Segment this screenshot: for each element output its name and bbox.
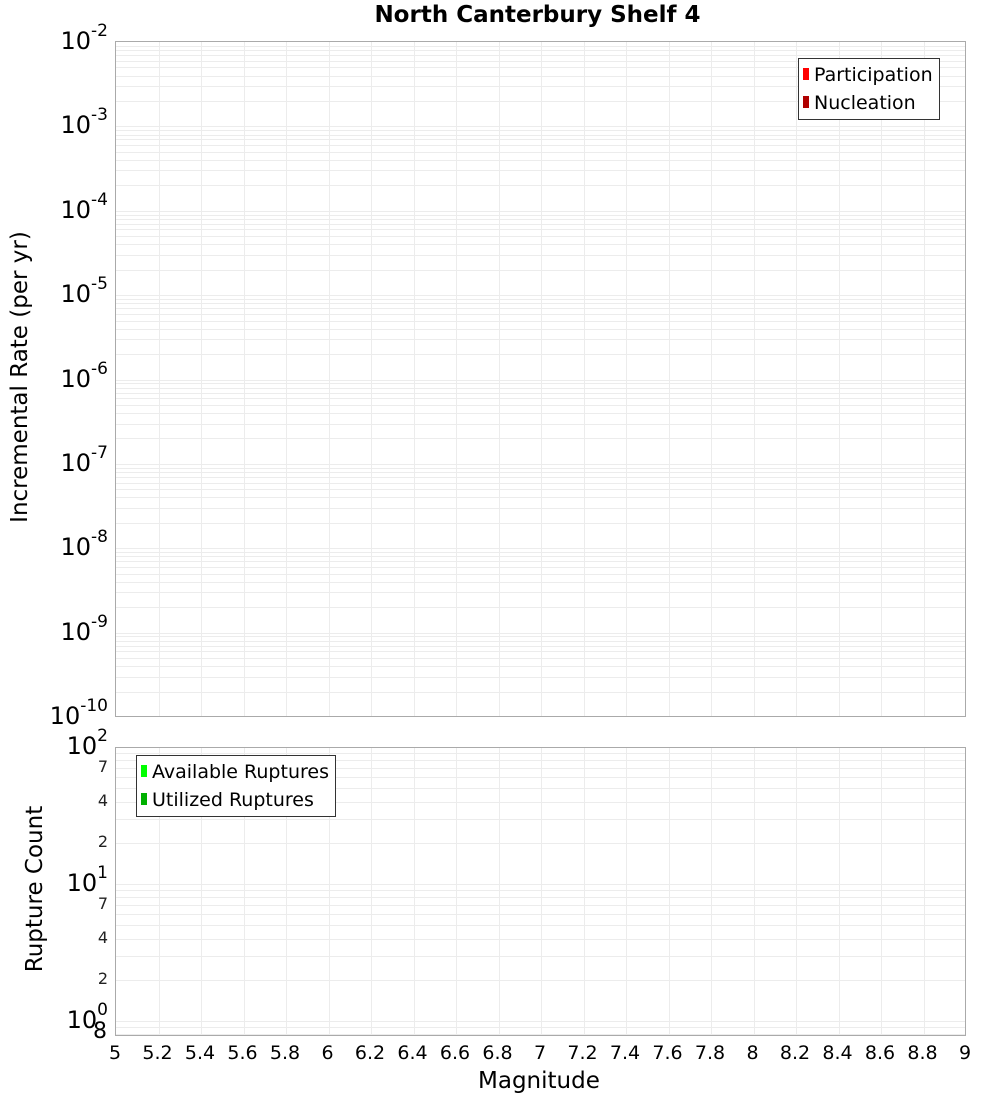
legend-item-nucleation: Nucleation [803,89,933,117]
bottom-y-tick: 102 [8,734,108,758]
x-axis-label: Magnitude [478,1068,600,1094]
grid-line [286,42,287,716]
x-tick: 9 [945,1042,985,1064]
top-y-tick: 10-2 [8,29,108,53]
grid-line [924,42,925,716]
x-tick: 6.6 [435,1042,475,1064]
x-tick: 8.8 [903,1042,943,1064]
bottom-legend: Available Ruptures Utilized Ruptures [136,755,336,817]
bottom-y-minor-tick: 2 [8,832,108,851]
grid-line [881,42,882,716]
x-tick: 6.8 [478,1042,518,1064]
bottom-y-minor-tick: 2 [8,969,108,988]
x-tick: 8 [733,1042,773,1064]
top-y-tick: 10-4 [8,198,108,222]
x-tick: 7.4 [605,1042,645,1064]
top-y-tick: 10-3 [8,113,108,137]
legend-item-utilized: Utilized Ruptures [141,786,329,814]
grid-line [711,42,712,716]
grid-line [414,42,415,716]
available-swatch [141,765,147,777]
grid-line [924,748,925,1035]
legend-item-available: Available Ruptures [141,758,329,786]
grid-line [881,748,882,1035]
grid-line [499,42,500,716]
grid-line [541,748,542,1035]
nucleation-swatch [803,96,809,108]
grid-line [584,42,585,716]
grid-line [329,42,330,716]
legend-item-participation: Participation [803,61,933,89]
bottom-y-minor-tick: 8 [7,1019,107,1044]
x-tick: 5.6 [223,1042,263,1064]
bottom-y-tick: 101 [8,871,108,895]
grid-line [414,748,415,1035]
grid-line [669,42,670,716]
grid-line [456,748,457,1035]
grid-line [371,42,372,716]
grid-line [201,42,202,716]
x-tick: 8.4 [818,1042,858,1064]
top-y-tick: 10-10 [8,704,108,728]
grid-line [499,748,500,1035]
grid-line [796,42,797,716]
x-tick: 7 [520,1042,560,1064]
x-tick: 7.2 [563,1042,603,1064]
chart-title: North Canterbury Shelf 4 [0,2,1000,28]
x-tick: 7.8 [690,1042,730,1064]
x-tick: 6.2 [350,1042,390,1064]
grid-line [754,42,755,716]
top-y-tick: 10-5 [8,282,108,306]
x-tick: 6.4 [393,1042,433,1064]
grid-line [839,748,840,1035]
grid-line [541,42,542,716]
grid-line [584,748,585,1035]
top-plot-area [115,41,966,717]
top-y-tick: 10-7 [8,451,108,475]
grid-line [669,748,670,1035]
participation-swatch [803,68,809,80]
x-tick: 5.4 [180,1042,220,1064]
grid-line [626,42,627,716]
grid-line [754,748,755,1035]
grid-line [371,748,372,1035]
x-tick: 5 [95,1042,135,1064]
top-y-tick: 10-9 [8,620,108,644]
x-tick: 7.6 [648,1042,688,1064]
grid-line [159,42,160,716]
utilized-swatch [141,793,147,805]
grid-line [839,42,840,716]
bottom-y-minor-tick: 7 [8,894,108,913]
grid-line [626,748,627,1035]
grid-line [244,42,245,716]
x-tick: 6 [308,1042,348,1064]
x-tick: 8.6 [860,1042,900,1064]
top-legend: Participation Nucleation [798,58,940,120]
bottom-y-minor-tick: 4 [8,791,108,810]
x-tick: 5.8 [265,1042,305,1064]
bottom-y-minor-tick: 4 [8,928,108,947]
top-y-tick: 10-6 [8,367,108,391]
grid-line [796,748,797,1035]
grid-line [711,748,712,1035]
x-tick: 8.2 [775,1042,815,1064]
grid-line [456,42,457,716]
bottom-y-minor-tick: 7 [8,757,108,776]
top-y-tick: 10-8 [8,535,108,559]
x-tick: 5.2 [138,1042,178,1064]
